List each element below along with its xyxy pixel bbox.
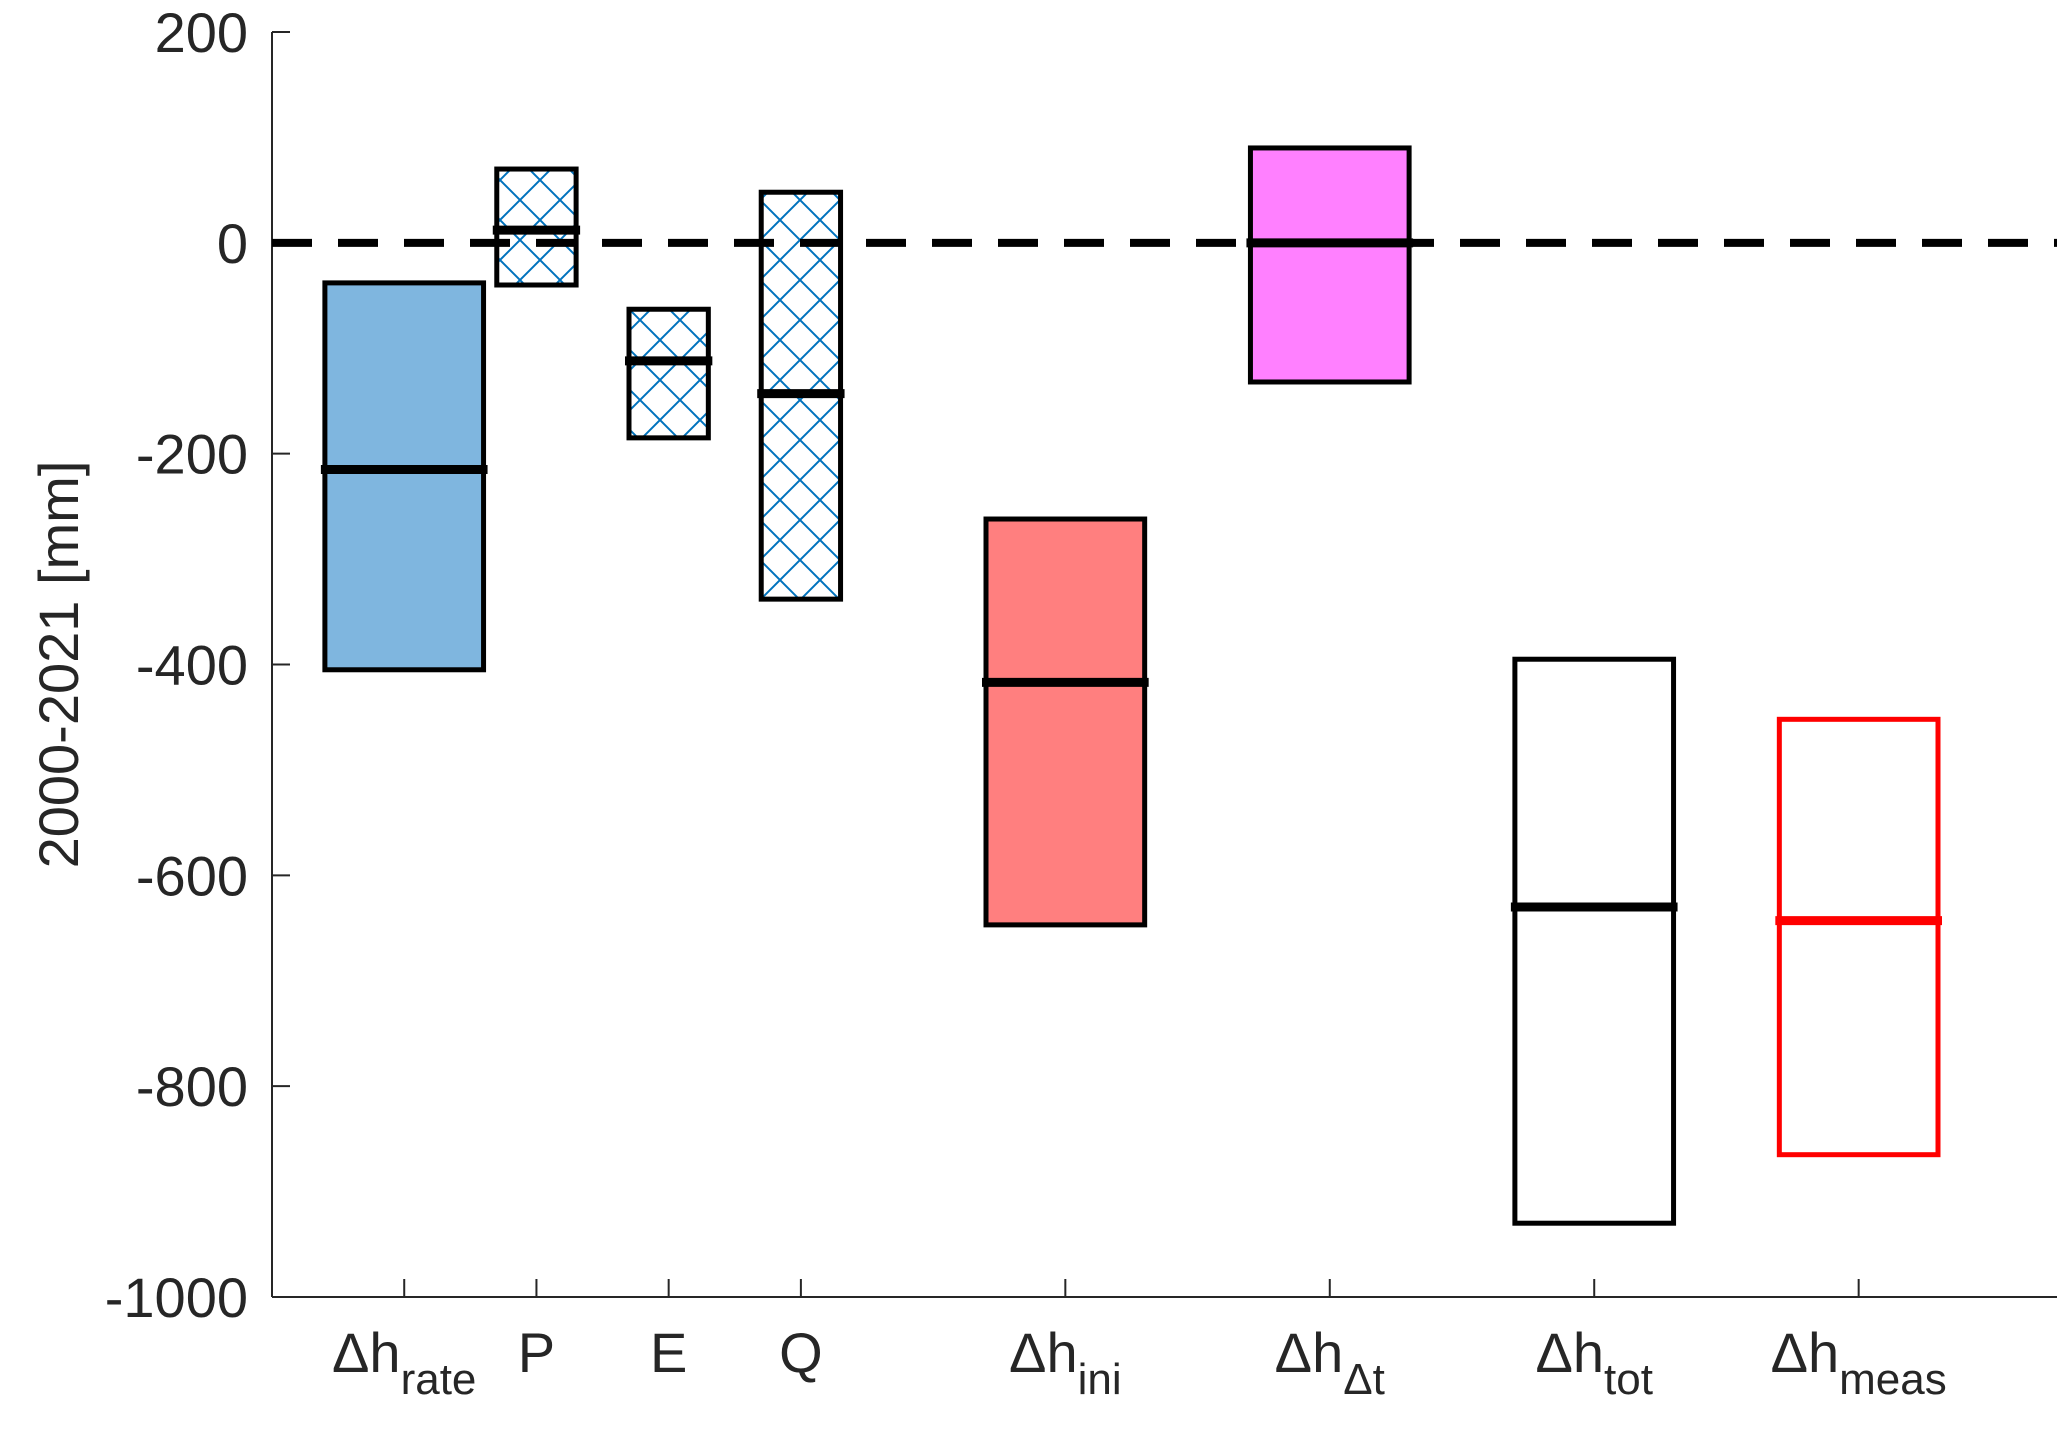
- box-6: [1512, 656, 1677, 1226]
- y-tick-label: -1000: [105, 1266, 248, 1329]
- labels: 2000-2021 [mm] Δhrate P E Q Δhini ΔhΔt Δhtot Δhm…: [27, 461, 1947, 1404]
- x-category-label: ΔhΔt: [1275, 1321, 1385, 1404]
- y-axis-label: 2000-2021 [mm]: [27, 461, 90, 869]
- y-tick-label: 0: [217, 212, 248, 275]
- x-category-label: E: [650, 1321, 687, 1384]
- median-lines: [320, 225, 1942, 926]
- y-tick-label: -400: [136, 634, 248, 697]
- box-7: [1776, 716, 1941, 1158]
- x-category-label: Δhini: [1009, 1321, 1122, 1404]
- y-tick-label: -600: [136, 844, 248, 907]
- box-2: [626, 306, 711, 441]
- y-tick-label: 200: [155, 1, 248, 64]
- y-tick-label: -800: [136, 1055, 248, 1118]
- axes: 200 0 -200 -400 -600 -800 -1000: [105, 1, 2057, 1329]
- x-category-label: Δhmeas: [1771, 1321, 1947, 1404]
- box-4: [983, 516, 1148, 928]
- x-category-label: P: [518, 1321, 555, 1384]
- x-category-label: Δhrate: [332, 1321, 476, 1404]
- y-tick-label: -200: [136, 423, 248, 486]
- x-category-label: Δhtot: [1535, 1321, 1652, 1404]
- x-category-label: Q: [779, 1321, 823, 1384]
- box-5: [1247, 145, 1412, 385]
- box-0: [322, 280, 487, 673]
